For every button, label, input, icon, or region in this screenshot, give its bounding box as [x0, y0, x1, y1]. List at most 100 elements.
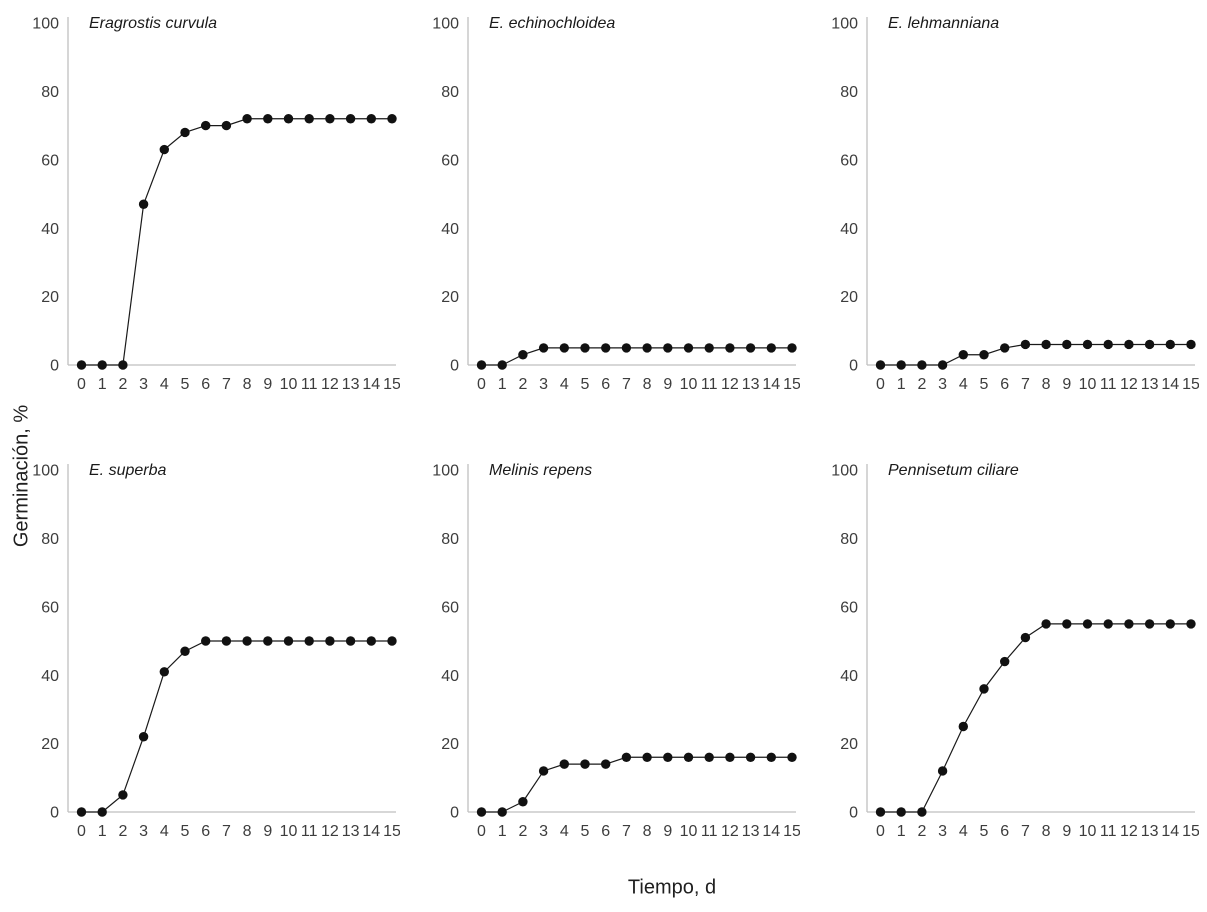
data-point: [221, 636, 232, 646]
x-tick-label: 15: [783, 823, 800, 840]
data-point: [766, 343, 776, 353]
chart-panel-e-superba: 0 20 40 60 80 100 0 1 2 3 4 5 6 7 8 9 10 11 12 13 14 15 E. sup…: [0, 447, 400, 877]
x-tick-label: 0: [876, 376, 885, 393]
x-tick-label: 15: [783, 376, 800, 393]
x-tick-label: 8: [243, 823, 252, 840]
species-title: E. lehmanniana: [888, 15, 999, 32]
x-tick-label: 1: [98, 376, 107, 393]
data-point: [345, 114, 356, 124]
data-point: [580, 759, 590, 769]
y-tick-label: 20: [840, 289, 858, 306]
data-point: [1124, 339, 1134, 350]
data-point: [97, 807, 107, 817]
x-tick-label: 5: [181, 823, 190, 840]
y-tick-label: 80: [840, 84, 858, 101]
x-tick-label: 5: [980, 823, 989, 840]
x-tick-label: 6: [1000, 376, 1009, 393]
x-tick-label: 15: [383, 823, 400, 840]
x-tick-label: 4: [160, 823, 169, 840]
data-point: [263, 636, 273, 646]
data-point: [159, 144, 169, 155]
y-tick-label: 80: [41, 84, 59, 101]
x-tick-label: 0: [77, 823, 86, 840]
y-tick-label: 40: [840, 221, 858, 238]
y-tick-label: 40: [441, 668, 459, 685]
data-point: [283, 114, 294, 124]
x-tick-label: 3: [938, 376, 947, 393]
data-point: [1165, 339, 1175, 350]
data-point: [917, 360, 927, 370]
data-point: [118, 790, 128, 800]
data-point: [663, 343, 673, 353]
x-tick-label: 10: [280, 823, 298, 840]
data-point: [1020, 339, 1031, 350]
x-tick-label: 12: [321, 823, 339, 840]
x-tick-label: 1: [98, 823, 107, 840]
x-tick-label: 8: [1042, 376, 1051, 393]
x-tick-label: 5: [581, 823, 590, 840]
data-point: [937, 766, 948, 776]
x-tick-label: 10: [280, 376, 298, 393]
y-tick-label: 100: [32, 16, 59, 33]
data-point: [1144, 619, 1155, 629]
data-point: [559, 343, 569, 353]
x-tick-label: 7: [622, 823, 631, 840]
data-point: [580, 343, 590, 353]
data-point: [325, 114, 335, 124]
x-tick-label: 12: [321, 376, 339, 393]
data-point: [497, 807, 507, 817]
y-tick-label: 0: [849, 805, 858, 822]
x-tick-label: 6: [201, 376, 210, 393]
data-point: [180, 127, 190, 138]
species-title: Pennisetum ciliare: [888, 462, 1019, 479]
data-point: [97, 360, 107, 370]
x-tick-label: 10: [1079, 823, 1097, 840]
x-tick-label: 6: [601, 823, 610, 840]
x-tick-label: 4: [160, 376, 169, 393]
data-point: [283, 636, 294, 646]
data-point: [1186, 619, 1196, 629]
x-tick-label: 7: [1021, 823, 1030, 840]
data-point: [1186, 339, 1196, 350]
y-tick-label: 80: [840, 531, 858, 548]
data-point: [518, 350, 528, 360]
data-point: [979, 684, 989, 694]
x-tick-label: 11: [701, 376, 718, 393]
x-tick-label: 11: [1100, 823, 1117, 840]
x-tick-label: 2: [118, 376, 127, 393]
data-point: [1124, 619, 1134, 629]
x-tick-label: 13: [742, 823, 760, 840]
data-point: [766, 752, 776, 762]
data-point: [1103, 339, 1113, 350]
data-point: [917, 807, 927, 817]
data-point: [345, 636, 356, 646]
data-point: [497, 360, 507, 370]
x-tick-label: 8: [643, 376, 652, 393]
data-point: [683, 343, 694, 353]
y-tick-label: 0: [50, 805, 59, 822]
y-tick-label: 40: [441, 221, 459, 238]
y-tick-label: 40: [41, 668, 59, 685]
x-tick-label: 4: [560, 823, 569, 840]
data-point: [366, 636, 376, 646]
data-point: [538, 343, 549, 353]
data-point: [642, 343, 652, 353]
x-tick-label: 5: [581, 376, 590, 393]
y-tick-label: 20: [840, 736, 858, 753]
data-point: [1103, 619, 1113, 629]
germination-line: [481, 756, 792, 813]
data-point: [601, 343, 611, 353]
data-point: [958, 350, 968, 360]
chart-panel-e-lehmanniana: 0 20 40 60 80 100 0 1 2 3 4 5 6 7 8 9 10 11 12 13 14 15 E. leh…: [799, 0, 1199, 430]
y-tick-label: 60: [840, 152, 858, 169]
data-point: [387, 636, 397, 646]
y-tick-label: 100: [32, 463, 59, 480]
x-tick-label: 6: [1000, 823, 1009, 840]
data-point: [787, 343, 797, 353]
x-tick-label: 5: [181, 376, 190, 393]
x-tick-label: 2: [917, 823, 926, 840]
